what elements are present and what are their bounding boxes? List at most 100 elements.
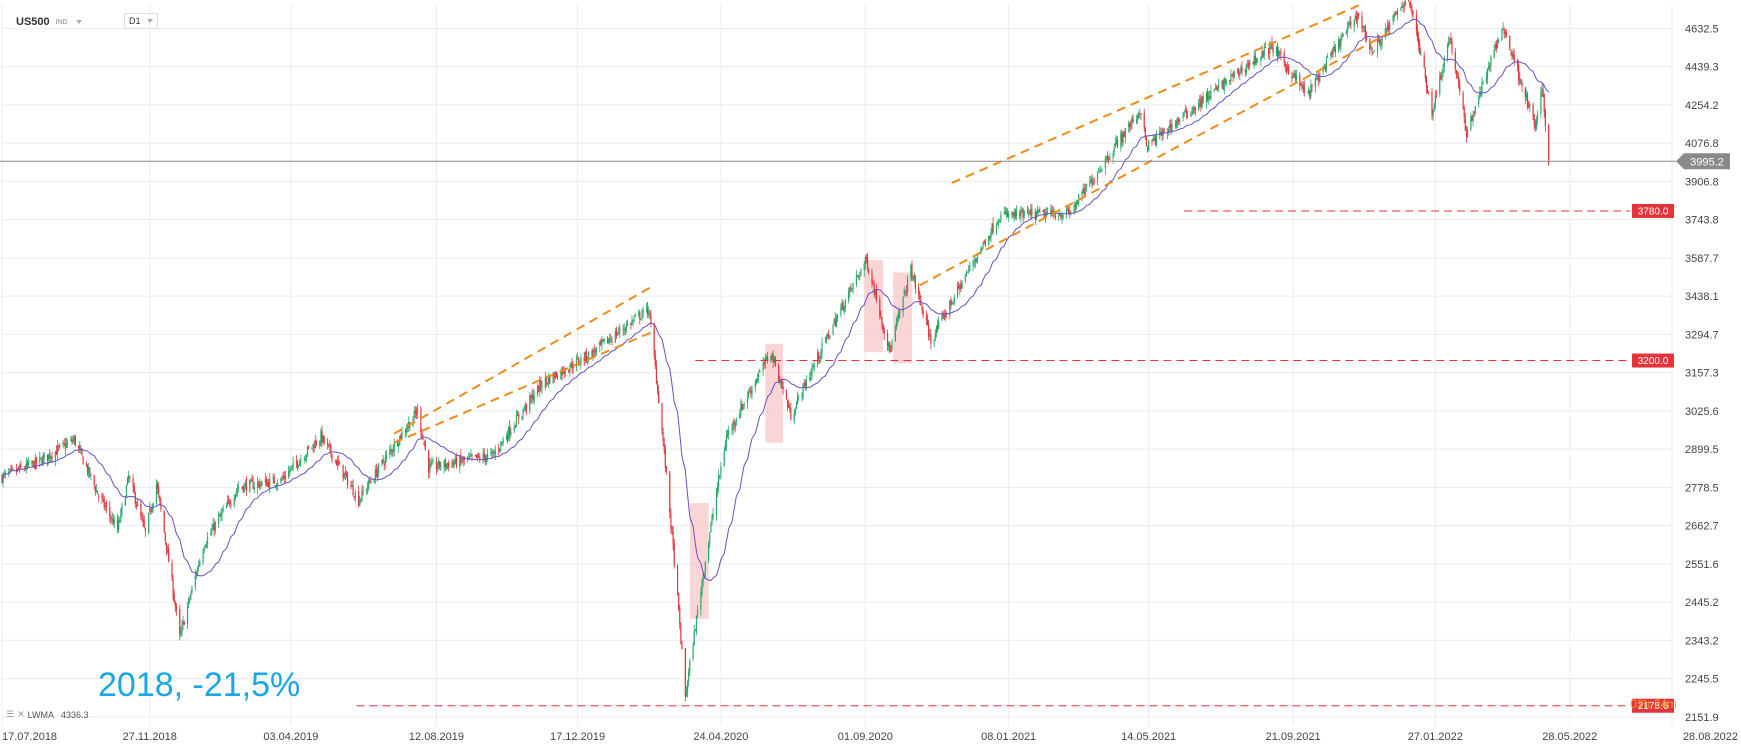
timeframe-dropdown[interactable]: D1 <box>124 13 158 29</box>
candle-body <box>958 286 960 289</box>
candle-body <box>662 431 664 443</box>
close-icon[interactable]: ✕ <box>17 709 25 719</box>
candle-body <box>505 437 508 440</box>
candle-body <box>159 495 161 501</box>
candle-body <box>300 459 302 462</box>
candle-body <box>506 435 509 439</box>
candle-body <box>642 308 644 314</box>
candle-body <box>959 283 961 290</box>
candle-body <box>1356 13 1359 22</box>
candle-body <box>121 504 123 511</box>
settings-icon[interactable]: ☰ <box>6 709 15 719</box>
candle-body <box>1535 119 1538 129</box>
candle-body <box>1065 210 1068 216</box>
candle-body <box>1206 92 1209 100</box>
candle-body <box>295 460 298 463</box>
candle-body <box>860 269 862 275</box>
candle-body <box>226 500 229 505</box>
candle-body <box>568 370 570 372</box>
candle-body <box>398 443 400 447</box>
candle-body <box>1440 75 1442 79</box>
candle-body <box>1326 56 1329 58</box>
candle-body <box>1162 129 1164 136</box>
candle-body <box>1349 21 1351 25</box>
chevron-down-icon <box>75 20 82 24</box>
candle-body <box>770 356 772 362</box>
x-tick-label: 14.05.2021 <box>1121 731 1176 743</box>
candle-body <box>720 466 722 475</box>
candle-body <box>1208 96 1210 100</box>
candle-body <box>391 449 393 452</box>
candle-body <box>1389 23 1391 31</box>
candle-body <box>453 462 455 466</box>
candle-body <box>1381 37 1383 45</box>
candle-body <box>110 517 112 520</box>
candle-body <box>58 446 60 448</box>
candle-body <box>1053 214 1055 216</box>
candle-body <box>1334 46 1336 52</box>
candle-body <box>866 257 869 269</box>
candle-body <box>1520 82 1522 84</box>
candle-body <box>1533 114 1535 124</box>
candle-body <box>438 460 440 467</box>
candle-body <box>1236 68 1239 73</box>
instrument-selector[interactable]: US500 IND <box>16 13 82 31</box>
candle-body <box>42 456 44 465</box>
candle-body <box>253 486 255 490</box>
candle-body <box>82 456 84 465</box>
candle-body <box>214 522 216 531</box>
candle-body <box>795 402 798 409</box>
candle-body <box>890 350 892 352</box>
candle-body <box>352 485 354 496</box>
candle-body <box>179 608 181 635</box>
candle-body <box>1093 179 1095 181</box>
candle-body <box>626 323 629 326</box>
candle-body <box>415 412 418 415</box>
candle-body <box>1061 216 1063 219</box>
candle-body <box>578 358 580 364</box>
candle-body <box>1448 40 1450 45</box>
candle-body <box>1526 95 1529 108</box>
candle-body <box>81 448 83 455</box>
candle-body <box>31 461 33 464</box>
candle-body <box>1224 78 1226 83</box>
candle-body <box>206 536 209 544</box>
candle-body <box>910 265 912 278</box>
candle-body <box>393 442 395 452</box>
candle-body <box>1034 211 1036 220</box>
candle-body <box>126 477 129 485</box>
candle-body <box>1083 187 1085 194</box>
x-tick-label: 03.04.2019 <box>263 731 318 743</box>
candle-body <box>968 269 970 271</box>
candle-body <box>1263 47 1265 56</box>
candle-body <box>331 453 333 461</box>
candle-body <box>1271 42 1273 50</box>
candle-body <box>258 481 260 483</box>
candle-body <box>1112 153 1114 159</box>
candle-body <box>724 444 726 451</box>
candle-body <box>1121 134 1123 142</box>
candle-body <box>712 513 714 518</box>
candle-body <box>625 324 628 329</box>
candle-body <box>1 475 3 483</box>
candle-body <box>482 453 484 461</box>
candle-body <box>989 236 991 238</box>
candle-body <box>731 427 733 430</box>
candle-body <box>530 395 532 398</box>
candle-body <box>1090 178 1092 183</box>
candle-body <box>658 390 660 404</box>
candle-body <box>762 362 764 372</box>
candle-body <box>1132 119 1134 122</box>
candle-body <box>1113 147 1115 152</box>
candle-body <box>863 263 865 271</box>
candle-body <box>956 285 959 298</box>
indicator-name: LWMA <box>27 709 54 720</box>
candle-body <box>879 299 881 317</box>
candle-body <box>1178 118 1180 123</box>
trend-line <box>951 3 1363 184</box>
candle-body <box>79 446 81 449</box>
candle-body <box>284 476 286 479</box>
candle-body <box>803 383 805 385</box>
candle-body <box>424 444 426 450</box>
